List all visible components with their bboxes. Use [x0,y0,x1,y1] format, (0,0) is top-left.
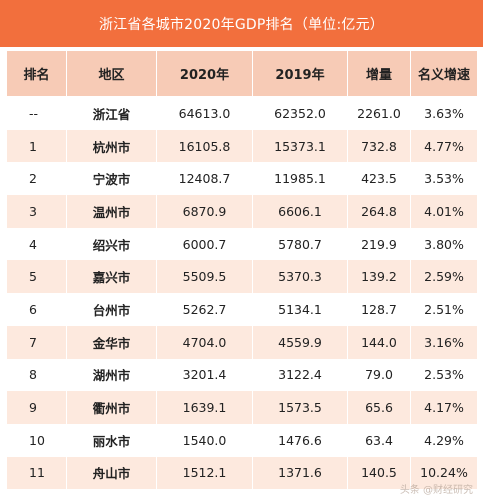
cell-2020: 12408.7 [156,162,253,196]
cell-2019: 6606.1 [252,195,348,228]
cell-region: 绍兴市 [66,227,157,261]
cell-increase: 732.8 [347,129,411,163]
cell-region: 嘉兴市 [66,260,157,294]
cell-growth: 2.51% [410,293,478,326]
cell-growth: 10.24% [410,456,478,490]
cell-2019: 4559.9 [252,325,348,359]
cell-2020: 1540.0 [156,423,253,457]
cell-2019: 1371.6 [252,456,348,490]
cell-increase: 264.8 [347,195,411,228]
cell-increase: 139.2 [347,260,411,294]
cell-growth: 2.53% [410,358,478,392]
header-row: 排名 地区 2020年 2019年 增量 名义增速 [6,51,478,98]
cell-2020: 5509.5 [156,260,253,294]
cell-2020: 64613.0 [156,97,253,130]
cell-increase: 128.7 [347,293,411,326]
cell-2020: 3201.4 [156,358,253,392]
cell-2020: 16105.8 [156,129,253,163]
cell-increase: 65.6 [347,391,411,424]
gdp-ranking-table: 排名 地区 2020年 2019年 增量 名义增速 -- 浙江省 64613.0 62… [6,51,478,490]
cell-rank: 4 [6,227,67,261]
cell-2019: 1476.6 [252,423,348,457]
cell-2020: 1512.1 [156,456,253,490]
cell-region: 温州市 [66,195,157,228]
cell-growth: 3.53% [410,162,478,196]
cell-rank: 9 [6,391,67,424]
cell-2019: 11985.1 [252,162,348,196]
cell-increase: 219.9 [347,227,411,261]
table-row: 5 嘉兴市 5509.5 5370.3 139.2 2.59% [6,260,478,294]
header-2020: 2020年 [156,51,253,98]
cell-2019: 5780.7 [252,227,348,261]
cell-rank: 1 [6,129,67,163]
cell-rank: 8 [6,358,67,392]
cell-growth: 3.80% [410,227,478,261]
cell-2019: 5134.1 [252,293,348,326]
cell-growth: 2.59% [410,260,478,294]
cell-increase: 144.0 [347,325,411,359]
cell-rank: 11 [6,456,67,490]
cell-growth: 4.17% [410,391,478,424]
table-row: 11 舟山市 1512.1 1371.6 140.5 10.24% [6,456,478,490]
header-region: 地区 [66,51,157,98]
cell-rank: -- [6,97,67,130]
cell-increase: 79.0 [347,358,411,392]
cell-increase: 63.4 [347,423,411,457]
cell-2019: 5370.3 [252,260,348,294]
table-row: -- 浙江省 64613.0 62352.0 2261.0 3.63% [6,97,478,130]
cell-region: 湖州市 [66,358,157,392]
cell-rank: 6 [6,293,67,326]
header-rank: 排名 [6,51,67,98]
cell-region: 浙江省 [66,97,157,130]
cell-growth: 3.63% [410,97,478,130]
table-row: 3 温州市 6870.9 6606.1 264.8 4.01% [6,195,478,228]
table-row: 2 宁波市 12408.7 11985.1 423.5 3.53% [6,162,478,196]
table-body: -- 浙江省 64613.0 62352.0 2261.0 3.63% 1 杭州市 16105.… [6,97,478,490]
cell-region: 金华市 [66,325,157,359]
cell-increase: 2261.0 [347,97,411,130]
cell-rank: 3 [6,195,67,228]
cell-region: 衢州市 [66,391,157,424]
cell-rank: 10 [6,423,67,457]
table-row: 6 台州市 5262.7 5134.1 128.7 2.51% [6,293,478,326]
table-row: 1 杭州市 16105.8 15373.1 732.8 4.77% [6,129,478,163]
table-row: 4 绍兴市 6000.7 5780.7 219.9 3.80% [6,227,478,261]
cell-2020: 6870.9 [156,195,253,228]
cell-2020: 6000.7 [156,227,253,261]
cell-growth: 4.29% [410,423,478,457]
cell-2019: 3122.4 [252,358,348,392]
table-row: 9 衢州市 1639.1 1573.5 65.6 4.17% [6,391,478,424]
title-bar: 浙江省各城市2020年GDP排名（单位:亿元） [0,0,483,47]
cell-rank: 5 [6,260,67,294]
cell-2019: 15373.1 [252,129,348,163]
header-increase: 增量 [347,51,411,98]
cell-region: 台州市 [66,293,157,326]
cell-growth: 4.01% [410,195,478,228]
cell-2019: 1573.5 [252,391,348,424]
cell-rank: 7 [6,325,67,359]
cell-region: 舟山市 [66,456,157,490]
header-growth: 名义增速 [410,51,478,98]
header-2019: 2019年 [252,51,348,98]
cell-increase: 423.5 [347,162,411,196]
cell-2020: 4704.0 [156,325,253,359]
cell-increase: 140.5 [347,456,411,490]
cell-rank: 2 [6,162,67,196]
cell-region: 杭州市 [66,129,157,163]
table-row: 7 金华市 4704.0 4559.9 144.0 3.16% [6,325,478,359]
cell-growth: 4.77% [410,129,478,163]
cell-region: 丽水市 [66,423,157,457]
cell-2019: 62352.0 [252,97,348,130]
cell-2020: 1639.1 [156,391,253,424]
cell-2020: 5262.7 [156,293,253,326]
table-row: 10 丽水市 1540.0 1476.6 63.4 4.29% [6,423,478,457]
table-row: 8 湖州市 3201.4 3122.4 79.0 2.53% [6,358,478,392]
cell-region: 宁波市 [66,162,157,196]
cell-growth: 3.16% [410,325,478,359]
table-title: 浙江省各城市2020年GDP排名（单位:亿元） [98,16,385,33]
